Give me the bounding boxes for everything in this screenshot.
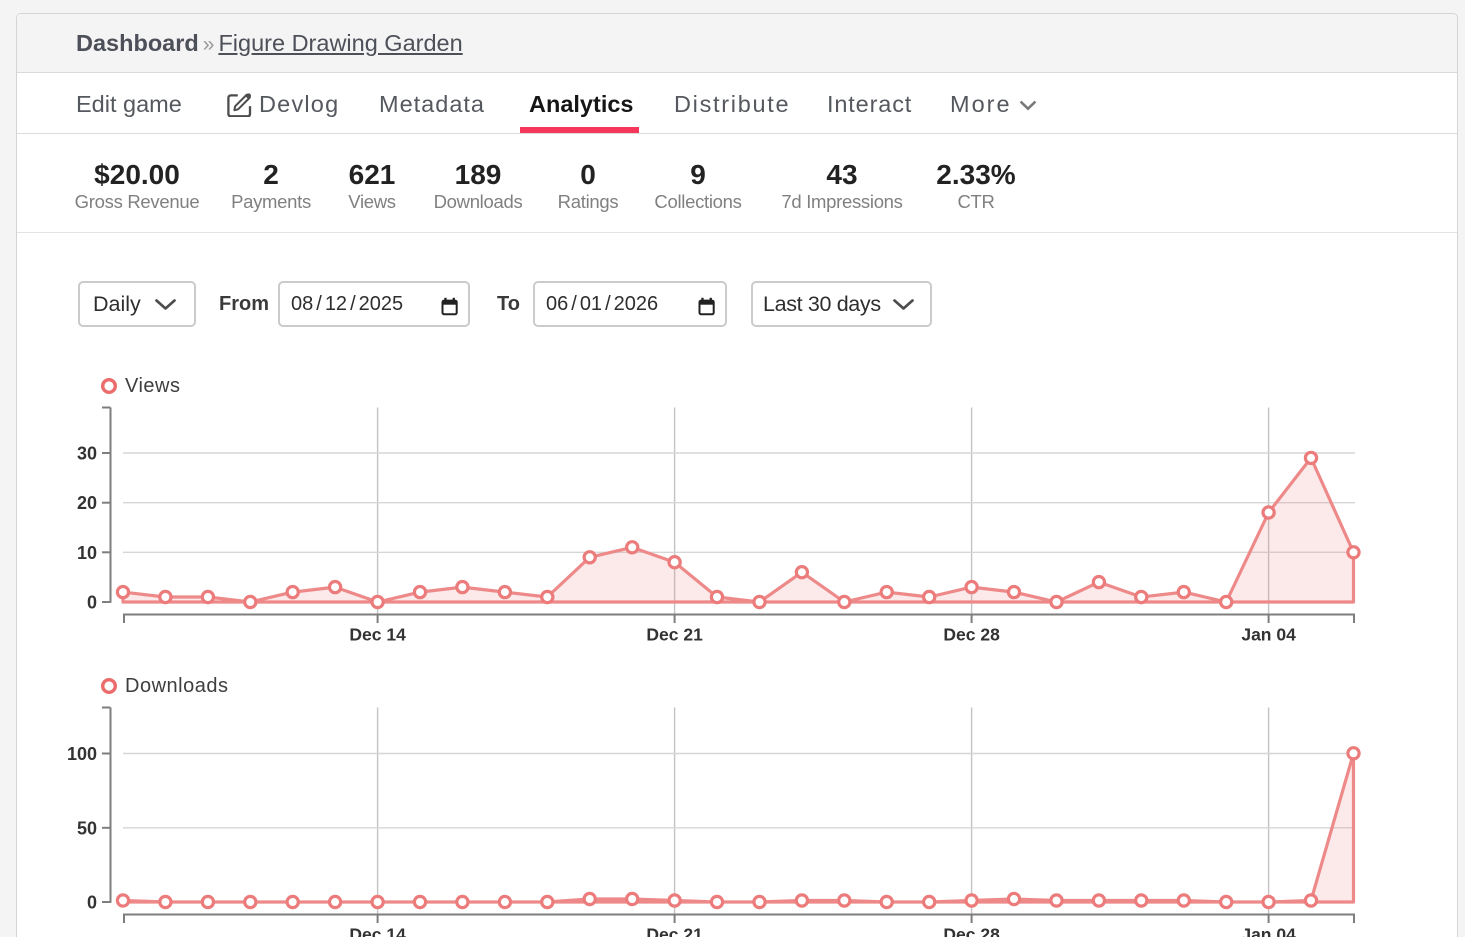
svg-text:Dec 28: Dec 28	[943, 625, 1000, 645]
svg-text:50: 50	[77, 818, 97, 838]
svg-text:20: 20	[77, 493, 97, 513]
svg-text:Dec 28: Dec 28	[943, 925, 1000, 937]
svg-text:0: 0	[87, 593, 97, 613]
svg-text:Dec 21: Dec 21	[646, 625, 703, 645]
svg-text:Dec 14: Dec 14	[349, 625, 406, 645]
svg-text:Jan 04: Jan 04	[1241, 625, 1296, 645]
svg-text:Dec 21: Dec 21	[646, 925, 703, 937]
svg-text:30: 30	[77, 444, 97, 464]
svg-text:10: 10	[77, 543, 97, 563]
svg-text:100: 100	[67, 744, 97, 764]
svg-text:0: 0	[87, 893, 97, 913]
svg-text:Dec 14: Dec 14	[349, 925, 406, 937]
svg-text:Jan 04: Jan 04	[1241, 925, 1296, 937]
